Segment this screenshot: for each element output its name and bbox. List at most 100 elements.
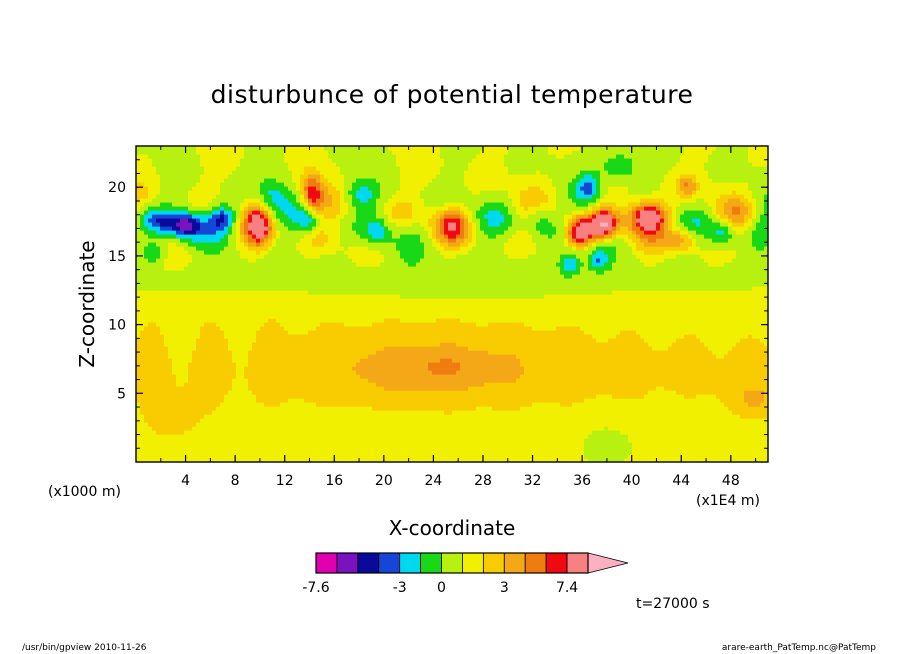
- contour-cell: [444, 246, 461, 251]
- contour-cell: [384, 234, 393, 239]
- contour-cell: [248, 350, 377, 355]
- contour-cell: [304, 178, 309, 183]
- contour-cell: [476, 222, 481, 227]
- contour-cell: [400, 170, 441, 175]
- contour-cell: [468, 222, 473, 227]
- contour-cell: [420, 258, 561, 263]
- contour-cell: [560, 266, 565, 271]
- contour-cell: [424, 246, 437, 251]
- contour-cell: [756, 202, 765, 207]
- contour-cell: [368, 198, 377, 203]
- contour-cell: [716, 214, 721, 219]
- contour-cell: [696, 178, 713, 183]
- colorbar-swatch: [378, 552, 401, 574]
- contour-cell: [548, 150, 573, 155]
- contour-cell: [224, 178, 265, 183]
- contour-cell: [240, 162, 289, 167]
- contour-cell: [264, 178, 277, 183]
- contour-cell: [604, 270, 768, 275]
- contour-cell: [160, 186, 193, 191]
- contour-cell: [648, 342, 673, 347]
- contour-cell: [264, 198, 273, 203]
- contour-cell: [312, 242, 325, 247]
- contour-cell: [564, 222, 569, 227]
- contour-cell: [548, 234, 553, 239]
- contour-cell: [136, 338, 165, 343]
- contour-cell: [172, 362, 189, 367]
- contour-cell: [472, 158, 505, 163]
- contour-cell: [244, 366, 353, 371]
- contour-cell: [180, 218, 189, 223]
- contour-cell: [508, 254, 529, 259]
- contour-cell: [688, 226, 729, 231]
- contour-cell: [160, 222, 177, 227]
- contour-cell: [508, 170, 537, 175]
- contour-cell: [388, 214, 393, 219]
- contour-cell: [584, 330, 621, 335]
- contour-cell: [272, 246, 297, 251]
- contour-cell: [488, 350, 713, 355]
- contour-cell: [380, 250, 401, 255]
- contour-cell: [536, 222, 553, 227]
- contour-cell: [708, 262, 725, 267]
- contour-cell: [544, 294, 768, 299]
- contour-cell: [752, 238, 768, 243]
- y-tick-label: 10: [108, 318, 126, 334]
- x-ticks: 4 8 12 16 20 24 28 32 36 40 44 48: [160, 146, 757, 489]
- contour-cell: [220, 238, 229, 243]
- contour-cell: [188, 366, 237, 371]
- contour-cell: [136, 158, 153, 163]
- contour-cell: [244, 234, 249, 239]
- contour-cell: [296, 206, 305, 211]
- contour-cell: [464, 202, 485, 207]
- contour-cell: [136, 386, 233, 391]
- contour-cell: [232, 378, 249, 383]
- contour-cell: [588, 254, 593, 259]
- contour-cell: [312, 214, 317, 219]
- contour-cell: [136, 234, 149, 239]
- contour-cell: [572, 210, 585, 215]
- contour-cell: [176, 242, 189, 247]
- contour-cell: [248, 230, 253, 235]
- contour-cell: [376, 210, 385, 215]
- contour-cell: [564, 154, 617, 159]
- contour-cell: [644, 230, 657, 235]
- contour-cell: [504, 162, 605, 167]
- contour-cell: [756, 210, 765, 215]
- contour-cell: [440, 214, 445, 219]
- contour-cell: [744, 398, 765, 403]
- contour-cell: [736, 342, 765, 347]
- contour-cell: [136, 458, 589, 462]
- contour-cell: [228, 238, 237, 243]
- contour-cell: [320, 170, 341, 175]
- contour-cell: [476, 242, 505, 247]
- contour-cell: [724, 402, 749, 407]
- contour-cell: [600, 182, 661, 187]
- contour-cell: [476, 238, 509, 243]
- contour-cell: [468, 242, 477, 247]
- contour-cell: [280, 190, 293, 195]
- contour-cell: [356, 370, 433, 375]
- contour-cell: [680, 234, 689, 239]
- contour-cell: [488, 210, 501, 215]
- contour-cell: [288, 162, 337, 167]
- contour-cell: [220, 190, 261, 195]
- contour-cell: [592, 218, 613, 223]
- contour-cell: [400, 294, 545, 299]
- contour-cell: [440, 166, 469, 171]
- contour-cell: [136, 342, 165, 347]
- contour-cell: [324, 214, 337, 219]
- contour-cell: [332, 158, 397, 163]
- contour-cell: [576, 262, 585, 267]
- contour-cell: [344, 322, 373, 327]
- contour-cell: [272, 206, 281, 211]
- contour-cell: [752, 234, 768, 239]
- contour-cell: [684, 190, 693, 195]
- contour-cell: [312, 206, 317, 211]
- contour-cell: [732, 206, 741, 211]
- contour-cell: [620, 330, 637, 335]
- contour-cell: [596, 258, 601, 263]
- contour-cell: [136, 438, 585, 443]
- contour-cell: [136, 150, 197, 155]
